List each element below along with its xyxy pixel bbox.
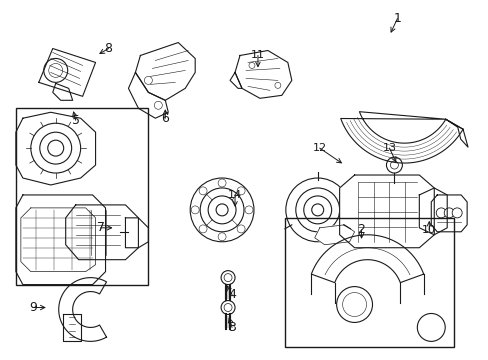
Polygon shape <box>128 72 168 118</box>
Circle shape <box>303 196 331 224</box>
Text: 6: 6 <box>161 112 169 125</box>
Circle shape <box>200 188 244 232</box>
Polygon shape <box>314 225 354 245</box>
Circle shape <box>144 76 152 84</box>
Polygon shape <box>39 49 95 96</box>
Polygon shape <box>53 84 73 100</box>
Circle shape <box>216 204 227 216</box>
Circle shape <box>342 293 366 316</box>
Circle shape <box>199 187 206 195</box>
Text: 12: 12 <box>312 143 326 153</box>
Circle shape <box>224 303 232 311</box>
Polygon shape <box>16 112 95 185</box>
Text: 9: 9 <box>29 301 37 314</box>
Bar <box>285 218 453 347</box>
Circle shape <box>199 225 206 233</box>
Circle shape <box>244 206 252 214</box>
Polygon shape <box>16 195 105 285</box>
Text: 7: 7 <box>96 221 104 234</box>
Polygon shape <box>125 218 148 248</box>
Circle shape <box>31 123 81 173</box>
Polygon shape <box>62 315 81 341</box>
Polygon shape <box>21 208 95 272</box>
Circle shape <box>221 301 235 315</box>
Polygon shape <box>235 50 291 98</box>
Polygon shape <box>419 188 447 235</box>
Circle shape <box>221 271 235 285</box>
Circle shape <box>190 178 253 242</box>
Bar <box>16 108 148 285</box>
Text: 8: 8 <box>104 42 112 55</box>
Circle shape <box>224 274 232 282</box>
Circle shape <box>218 179 225 187</box>
Circle shape <box>237 225 244 233</box>
Circle shape <box>435 208 446 218</box>
Circle shape <box>451 208 461 218</box>
Polygon shape <box>339 175 433 248</box>
Text: 11: 11 <box>250 50 264 60</box>
Circle shape <box>389 161 398 169</box>
Circle shape <box>218 233 225 241</box>
Text: 14: 14 <box>227 190 242 200</box>
Circle shape <box>191 206 199 214</box>
Circle shape <box>248 62 254 68</box>
Text: 1: 1 <box>393 12 401 25</box>
Circle shape <box>237 187 244 195</box>
Circle shape <box>416 314 444 341</box>
Circle shape <box>295 188 339 232</box>
Text: 2: 2 <box>357 223 365 236</box>
Circle shape <box>48 140 63 156</box>
Circle shape <box>44 58 67 82</box>
Polygon shape <box>229 72 242 88</box>
Circle shape <box>443 208 453 218</box>
Polygon shape <box>311 235 423 283</box>
Circle shape <box>285 178 349 242</box>
Circle shape <box>336 287 372 323</box>
Circle shape <box>40 132 72 164</box>
Circle shape <box>274 82 280 88</box>
Polygon shape <box>430 195 466 232</box>
Circle shape <box>386 157 402 173</box>
Circle shape <box>49 63 62 77</box>
Polygon shape <box>135 42 195 100</box>
Circle shape <box>208 196 236 224</box>
Polygon shape <box>59 278 106 341</box>
Polygon shape <box>445 119 467 147</box>
Polygon shape <box>65 205 138 260</box>
Text: 5: 5 <box>72 114 80 127</box>
Circle shape <box>311 204 323 216</box>
Circle shape <box>154 101 162 109</box>
Text: 13: 13 <box>382 143 396 153</box>
Text: 10: 10 <box>422 225 435 235</box>
Polygon shape <box>340 112 462 163</box>
Text: 3: 3 <box>227 321 236 334</box>
Text: 4: 4 <box>227 288 236 301</box>
